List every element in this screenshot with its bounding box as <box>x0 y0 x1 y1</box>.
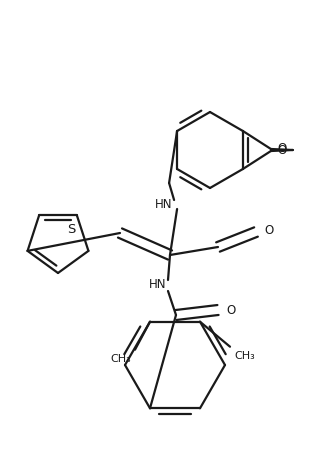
Text: O: O <box>264 223 273 236</box>
Text: CH₃: CH₃ <box>234 351 255 361</box>
Text: O: O <box>226 304 235 317</box>
Text: HN: HN <box>149 279 167 291</box>
Text: CH₃: CH₃ <box>110 354 131 364</box>
Text: O: O <box>277 143 286 155</box>
Text: O: O <box>277 145 286 158</box>
Text: S: S <box>68 223 76 236</box>
Text: HN: HN <box>155 198 173 212</box>
